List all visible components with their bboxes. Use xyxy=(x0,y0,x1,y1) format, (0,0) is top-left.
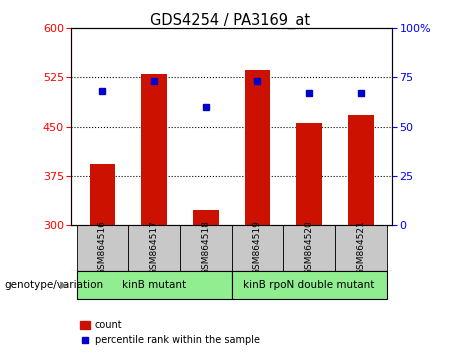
Bar xyxy=(296,123,322,225)
Bar xyxy=(180,225,231,271)
Bar xyxy=(128,225,180,271)
Text: GSM864516: GSM864516 xyxy=(98,220,107,275)
Bar xyxy=(231,225,284,271)
Bar xyxy=(141,74,167,225)
Text: GSM864517: GSM864517 xyxy=(150,220,159,275)
Legend: count, percentile rank within the sample: count, percentile rank within the sample xyxy=(77,316,264,349)
Text: GSM864520: GSM864520 xyxy=(305,221,313,275)
Text: GDS4254 / PA3169_at: GDS4254 / PA3169_at xyxy=(150,12,311,29)
Text: genotype/variation: genotype/variation xyxy=(5,280,104,290)
Bar xyxy=(348,115,374,225)
Bar xyxy=(231,271,387,299)
Bar xyxy=(89,164,115,225)
Bar xyxy=(77,271,231,299)
Text: kinB mutant: kinB mutant xyxy=(122,280,186,290)
Bar xyxy=(193,210,219,225)
Text: GSM864518: GSM864518 xyxy=(201,220,210,275)
Bar xyxy=(77,225,128,271)
Text: ▶: ▶ xyxy=(60,280,67,290)
Text: GSM864519: GSM864519 xyxy=(253,220,262,275)
Bar xyxy=(284,225,335,271)
Text: kinB rpoN double mutant: kinB rpoN double mutant xyxy=(243,280,375,290)
Bar xyxy=(335,225,387,271)
Text: GSM864521: GSM864521 xyxy=(356,221,366,275)
Bar xyxy=(245,70,271,225)
